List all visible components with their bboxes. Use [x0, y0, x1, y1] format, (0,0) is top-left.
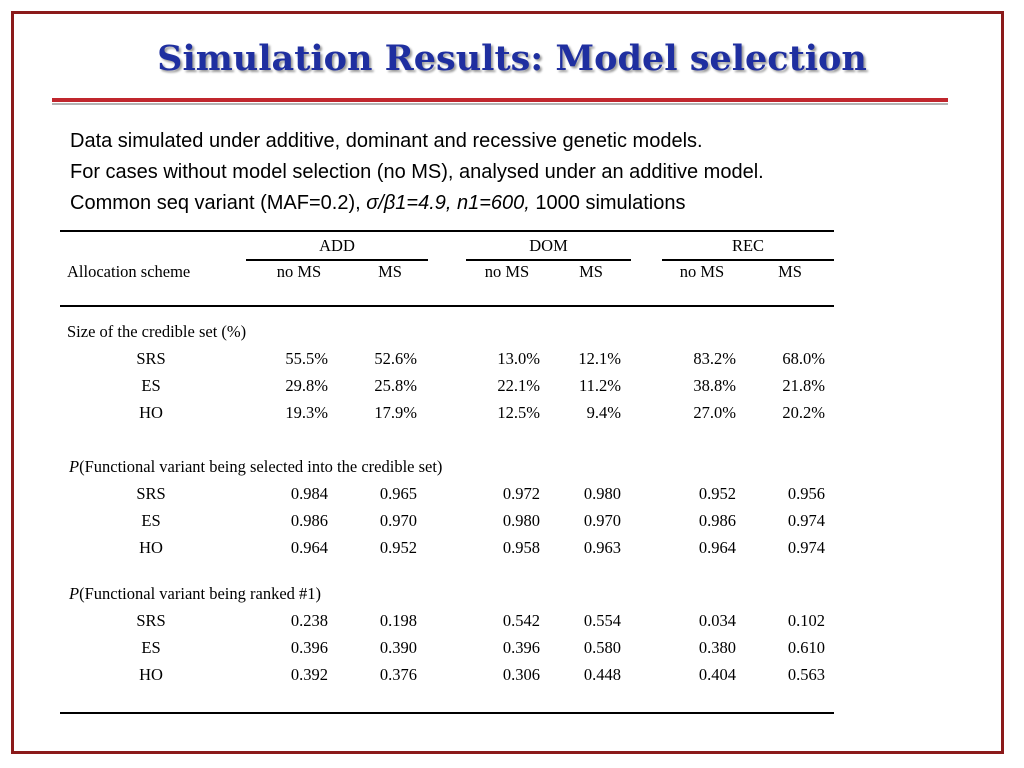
- group-header-rec: REC: [731, 236, 765, 255]
- group-rule-add: [246, 259, 428, 261]
- table-cell: 0.972: [502, 484, 540, 503]
- table-cell: 0.974: [787, 538, 825, 557]
- intro-line-3-prefix: Common seq variant (MAF=0.2),: [70, 192, 367, 214]
- table-cell: 21.8%: [782, 376, 825, 395]
- table-cell: 0.956: [787, 484, 825, 503]
- table-cell: 25.8%: [374, 376, 417, 395]
- intro-text: Data simulated under additive, dominant …: [70, 126, 764, 219]
- row-label: HO: [139, 538, 163, 557]
- intro-line-3-suffix: 1000 simulations: [529, 192, 686, 214]
- table-cell: 0.034: [698, 611, 736, 630]
- table-top-rule: [60, 230, 834, 232]
- table-cell: 0.963: [583, 538, 621, 557]
- table-cell: 0.980: [502, 511, 540, 530]
- table-cell: 0.390: [379, 638, 417, 657]
- table-cell: 0.610: [787, 638, 825, 657]
- section-heading: Size of the credible set (%): [67, 322, 246, 342]
- subcol-header: MS: [579, 262, 603, 281]
- table-cell: 0.380: [698, 638, 736, 657]
- table-cell: 12.5%: [497, 403, 540, 422]
- group-rule-dom: [466, 259, 631, 261]
- table-cell: 12.1%: [578, 349, 621, 368]
- intro-line-1: Data simulated under additive, dominant …: [70, 130, 703, 152]
- table-cell: 11.2%: [578, 376, 621, 395]
- row-label: ES: [141, 511, 161, 530]
- table-cell: 0.448: [583, 665, 621, 684]
- table-cell: 0.542: [502, 611, 540, 630]
- table-cell: 13.0%: [497, 349, 540, 368]
- row-label: ES: [141, 638, 161, 657]
- table-cell: 68.0%: [782, 349, 825, 368]
- section-heading-text: Size of the credible set (%): [67, 322, 247, 341]
- table-cell: 0.970: [379, 511, 417, 530]
- title-divider-grey: [52, 103, 948, 105]
- table-cell: 0.964: [698, 538, 736, 557]
- table-cell: 0.952: [379, 538, 417, 557]
- intro-line-3-params: σ/β1=4.9, n1=600,: [366, 192, 530, 214]
- table-cell: 0.563: [787, 665, 825, 684]
- table-cell: 0.376: [379, 665, 417, 684]
- table-cell: 19.3%: [285, 403, 328, 422]
- subcol-header: no MS: [276, 262, 322, 281]
- table-cell: 0.952: [698, 484, 736, 503]
- section-heading-symbol: P: [69, 457, 80, 476]
- table-cell: 17.9%: [374, 403, 417, 422]
- table-cell: 0.986: [290, 511, 328, 530]
- table-cell: 29.8%: [285, 376, 328, 395]
- table-cell: 9.4%: [586, 403, 621, 422]
- table-bottom-rule: [60, 712, 834, 714]
- section-heading-text: (Functional variant being ranked #1): [79, 584, 322, 603]
- title-divider-red: [52, 98, 948, 102]
- header-bottom-rule: [60, 305, 834, 307]
- table-cell: 0.965: [379, 484, 417, 503]
- group-header-add: ADD: [319, 236, 355, 255]
- section-heading: P(Functional variant being ranked #1): [69, 584, 321, 604]
- results-table: ADD DOM REC Allocation scheme no MS MS n…: [60, 230, 834, 715]
- table-cell: 0.964: [290, 538, 328, 557]
- table-cell: 0.984: [290, 484, 328, 503]
- table-cell: 0.392: [290, 665, 328, 684]
- table-cell: 52.6%: [374, 349, 417, 368]
- section-heading-text: (Functional variant being selected into …: [79, 457, 443, 476]
- table-cell: 0.198: [379, 611, 417, 630]
- table-cell: 27.0%: [693, 403, 736, 422]
- table-cell: 0.404: [698, 665, 736, 684]
- row-label: HO: [139, 403, 163, 422]
- row-label: SRS: [136, 484, 166, 503]
- slide-border: [11, 11, 1004, 754]
- row-label: SRS: [136, 611, 166, 630]
- group-header-dom: DOM: [529, 236, 568, 255]
- table-cell: 55.5%: [285, 349, 328, 368]
- table-cell: 83.2%: [693, 349, 736, 368]
- table-cell: 0.554: [583, 611, 621, 630]
- table-cell: 0.958: [502, 538, 540, 557]
- slide-title: Simulation Results: Model selection: [157, 38, 867, 79]
- section-heading: P(Functional variant being selected into…: [69, 457, 442, 477]
- table-cell: 0.970: [583, 511, 621, 530]
- table-cell: 20.2%: [782, 403, 825, 422]
- subcol-header: no MS: [679, 262, 725, 281]
- table-cell: 22.1%: [497, 376, 540, 395]
- table-cell: 0.580: [583, 638, 621, 657]
- table-cell: 0.396: [502, 638, 540, 657]
- table-cell: 0.238: [290, 611, 328, 630]
- intro-line-2: For cases without model selection (no MS…: [70, 161, 764, 183]
- table-cell: 0.396: [290, 638, 328, 657]
- row-label: ES: [141, 376, 161, 395]
- subcol-header: no MS: [484, 262, 530, 281]
- row-header-allocation-scheme: Allocation scheme: [67, 262, 191, 281]
- subcol-header: MS: [778, 262, 802, 281]
- table-cell: 0.980: [583, 484, 621, 503]
- row-label: SRS: [136, 349, 166, 368]
- subcol-header: MS: [378, 262, 402, 281]
- table-cell: 0.306: [502, 665, 540, 684]
- table-cell: 0.102: [787, 611, 825, 630]
- group-rule-rec: [662, 259, 834, 261]
- table-cell: 0.974: [787, 511, 825, 530]
- table-cell: 38.8%: [693, 376, 736, 395]
- intro-line-3: Common seq variant (MAF=0.2), σ/β1=4.9, …: [70, 188, 764, 219]
- table-cell: 0.986: [698, 511, 736, 530]
- row-label: HO: [139, 665, 163, 684]
- section-heading-symbol: P: [69, 584, 80, 603]
